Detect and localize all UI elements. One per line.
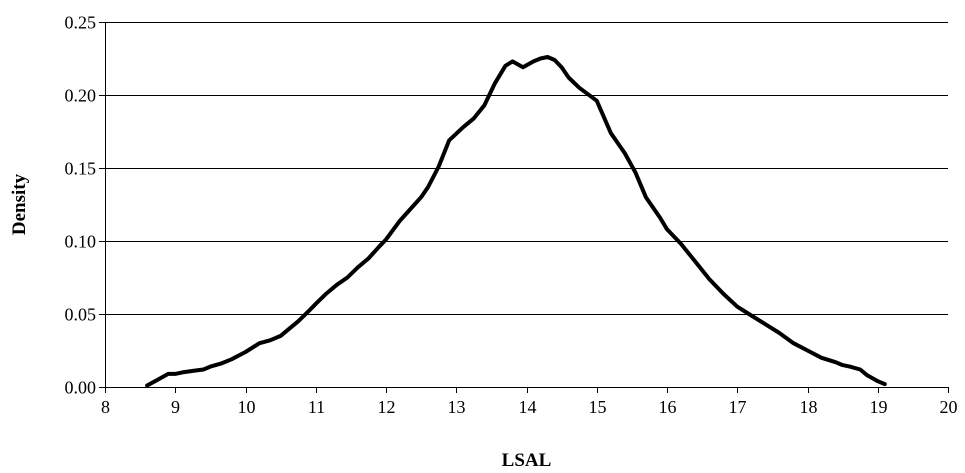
y-tick-label: 0.10 [65,232,97,252]
x-tick-label: 16 [659,397,677,417]
y-tick-label: 0.05 [65,305,97,325]
axes [99,22,949,393]
y-tick-label: 0.20 [65,86,97,106]
x-tick-label: 19 [870,397,888,417]
y-tick-label: 0.25 [65,13,97,33]
series-layer [145,55,887,388]
x-tick-label: 11 [308,397,325,417]
y-tick-label: 0.00 [65,378,97,398]
y-tick-label: 0.15 [65,159,97,179]
x-tick-label: 13 [448,397,466,417]
x-tick-label: 9 [171,397,180,417]
x-tick-label: 10 [238,397,256,417]
x-tick-label: 15 [589,397,607,417]
density-curve-line [145,55,887,388]
y-axis-title: Density [9,173,30,235]
x-tick-label: 8 [101,397,110,417]
gridlines [105,22,948,315]
x-tick-label: 18 [800,397,818,417]
x-tick-label: 12 [378,397,396,417]
tick-labels: 0.00 0.05 0.10 0.15 0.20 0.25 8 9 10 11 12 13 14 15 16… [65,13,958,418]
x-tick-label: 14 [519,397,537,417]
x-tick-label: 17 [729,397,747,417]
x-axis-title: LSAL [502,450,552,471]
x-tick-label: 20 [940,397,958,417]
